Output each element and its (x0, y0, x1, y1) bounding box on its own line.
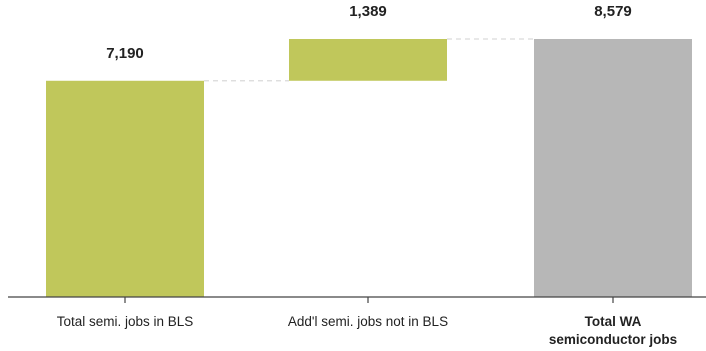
bar-2 (289, 39, 447, 81)
category-label-3: Total WA semiconductor jobs (549, 314, 677, 347)
x-axis-ticks (124, 297, 614, 303)
value-labels-group: 7,190 1,389 8,579 (106, 3, 632, 62)
connector-lines (204, 38, 534, 82)
value-label-2: 1,389 (349, 3, 387, 20)
value-label-1: 7,190 (106, 45, 144, 62)
category-labels-group: Total semi. jobs in BLS Add'l semi. jobs … (57, 314, 677, 347)
category-label-1: Total semi. jobs in BLS (57, 314, 194, 329)
category-label-line: Total semi. jobs in BLS (57, 314, 194, 329)
category-label-line: Total WA (585, 314, 642, 329)
category-label-line: semiconductor jobs (549, 332, 677, 347)
value-label-3: 8,579 (594, 3, 632, 20)
bar-3 (534, 39, 692, 297)
bars-group (46, 39, 692, 297)
category-label-2: Add'l semi. jobs not in BLS (288, 314, 448, 329)
bar-1 (46, 80, 204, 297)
category-label-line: Add'l semi. jobs not in BLS (288, 314, 448, 329)
